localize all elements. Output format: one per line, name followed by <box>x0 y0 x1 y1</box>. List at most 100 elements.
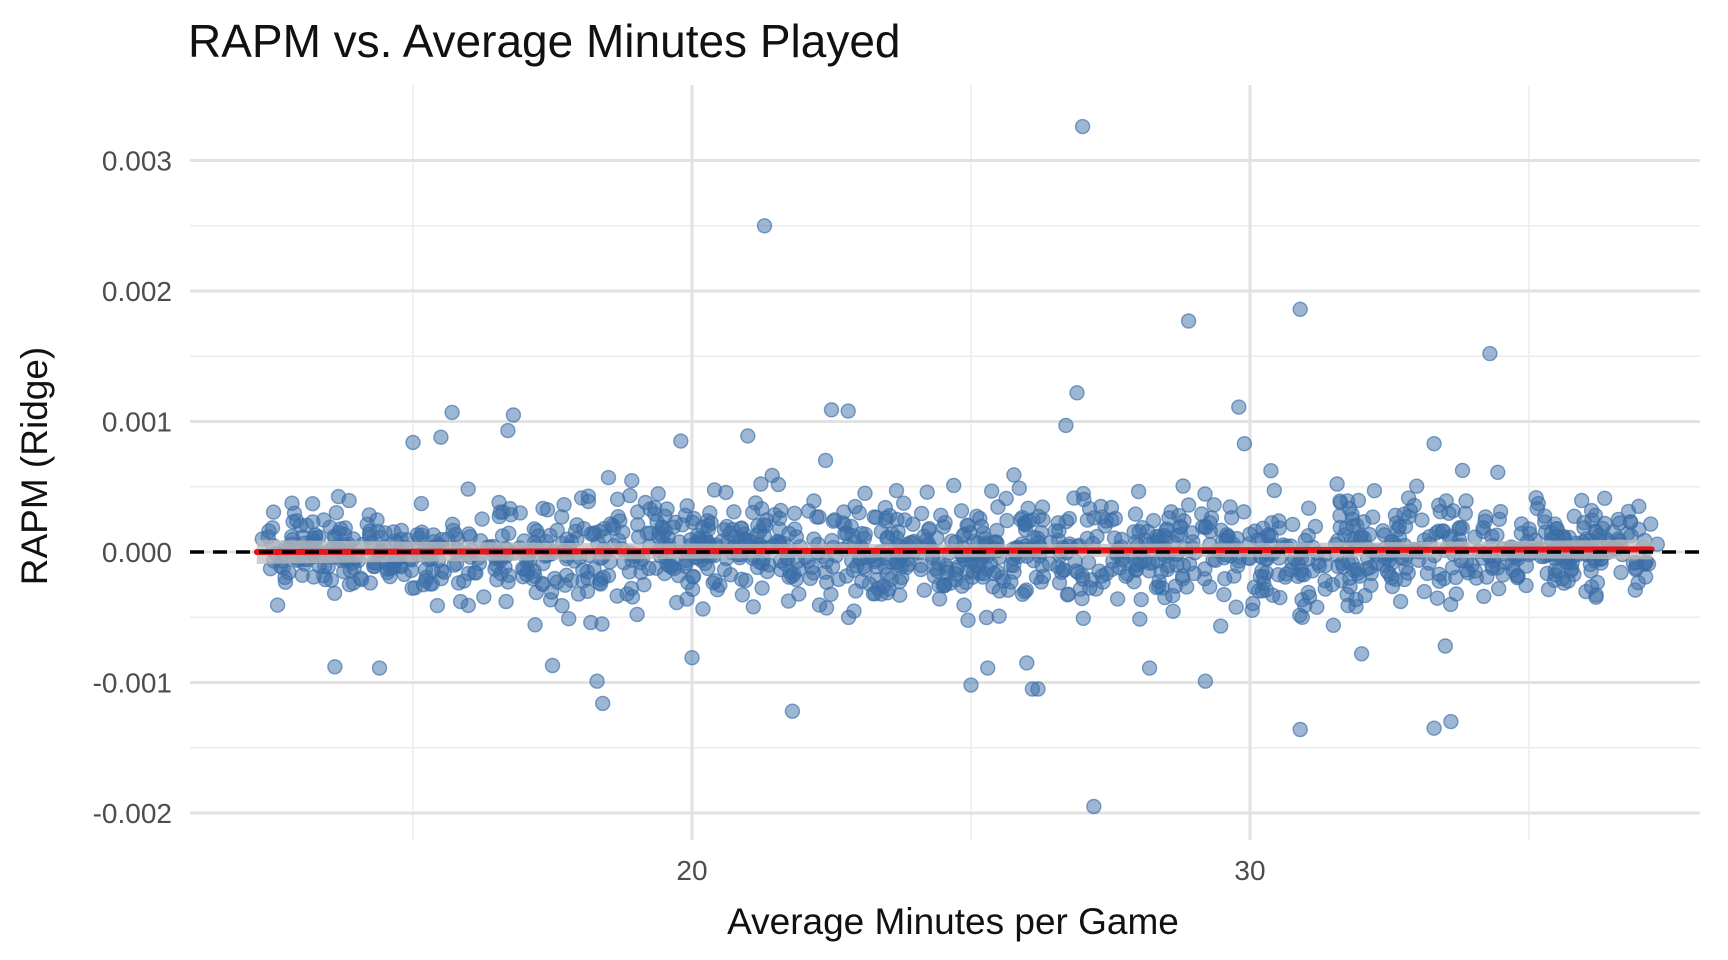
data-point <box>667 514 683 530</box>
x-tick-label: 20 <box>676 855 707 886</box>
data-point <box>1148 579 1165 596</box>
data-point <box>624 473 640 489</box>
data-point <box>630 517 646 533</box>
data-point <box>929 530 945 546</box>
data-point <box>1236 436 1253 452</box>
data-point <box>673 433 689 449</box>
data-point <box>1226 568 1242 584</box>
data-point <box>1197 486 1213 502</box>
data-point <box>1490 464 1506 480</box>
data-point <box>554 598 570 614</box>
data-point <box>444 404 460 421</box>
data-point <box>1452 519 1468 536</box>
data-points <box>254 118 1666 815</box>
data-point <box>595 695 611 712</box>
data-point <box>1495 567 1511 583</box>
data-point <box>1348 599 1364 615</box>
data-point <box>561 611 577 627</box>
data-point <box>960 612 976 628</box>
data-point <box>630 504 646 520</box>
data-point <box>362 523 378 539</box>
data-point <box>1349 561 1365 578</box>
data-point <box>1278 566 1295 582</box>
data-point <box>583 614 599 631</box>
data-point <box>707 573 723 589</box>
data-point <box>1019 655 1035 671</box>
data-point <box>931 591 948 607</box>
data-point <box>1074 118 1091 135</box>
data-point <box>788 529 805 545</box>
trend-and-reference-lines <box>190 546 1700 555</box>
data-point <box>953 503 970 519</box>
data-point <box>754 580 770 596</box>
data-point <box>947 572 964 588</box>
data-point <box>1197 673 1214 689</box>
data-point <box>284 495 300 511</box>
y-tick-label: -0.002 <box>93 798 172 829</box>
data-point <box>1141 555 1157 571</box>
data-point <box>686 510 702 527</box>
data-point <box>1180 313 1197 329</box>
data-point <box>716 522 733 538</box>
data-point <box>1141 660 1158 676</box>
data-point <box>745 599 761 615</box>
data-point <box>806 531 822 547</box>
data-point <box>304 496 321 512</box>
data-point <box>1290 556 1307 572</box>
data-point <box>894 569 910 586</box>
data-point <box>1414 512 1430 528</box>
data-point <box>327 659 343 675</box>
data-point <box>1307 518 1324 535</box>
data-point <box>1132 611 1148 627</box>
data-point <box>1441 505 1457 521</box>
data-point <box>450 575 467 591</box>
data-point <box>756 218 773 234</box>
data-point <box>501 567 517 583</box>
data-point <box>1161 510 1177 526</box>
data-point <box>946 477 962 494</box>
data-point <box>791 586 807 602</box>
data-point <box>1536 508 1553 524</box>
data-point <box>1392 593 1409 610</box>
data-point <box>1292 301 1308 317</box>
data-point <box>500 422 516 439</box>
data-point <box>558 567 575 583</box>
data-point <box>1109 591 1126 607</box>
data-point <box>840 403 856 419</box>
data-point <box>579 583 596 599</box>
data-point <box>1272 589 1288 606</box>
data-point <box>1436 570 1452 587</box>
data-point <box>413 495 430 512</box>
data-point <box>1430 497 1447 513</box>
grid-lines <box>190 85 1700 840</box>
data-point <box>1130 483 1147 500</box>
data-point <box>1477 513 1493 529</box>
data-point <box>684 650 700 666</box>
data-point <box>1006 467 1022 483</box>
data-point <box>919 484 935 500</box>
data-point <box>1178 579 1195 595</box>
data-point <box>1476 588 1492 605</box>
data-point <box>1066 490 1082 506</box>
data-point <box>716 562 733 578</box>
data-point <box>1384 578 1401 595</box>
data-point <box>269 597 286 613</box>
data-point <box>527 568 543 584</box>
data-point <box>1127 506 1144 522</box>
data-point <box>316 568 332 584</box>
data-point <box>1033 574 1049 590</box>
data-point <box>1454 462 1471 479</box>
data-point <box>1448 586 1465 602</box>
data-point <box>1103 512 1120 528</box>
y-tick-label: 0.001 <box>102 407 172 438</box>
data-point <box>1058 417 1074 434</box>
data-point <box>1041 555 1058 572</box>
data-point <box>879 585 896 601</box>
data-point <box>1104 561 1120 578</box>
data-point <box>404 580 420 596</box>
data-point <box>1429 590 1446 606</box>
y-axis-title: RAPM (Ridge) <box>14 347 55 586</box>
data-point <box>1047 523 1064 539</box>
data-point <box>589 673 605 689</box>
data-point <box>1216 586 1232 603</box>
